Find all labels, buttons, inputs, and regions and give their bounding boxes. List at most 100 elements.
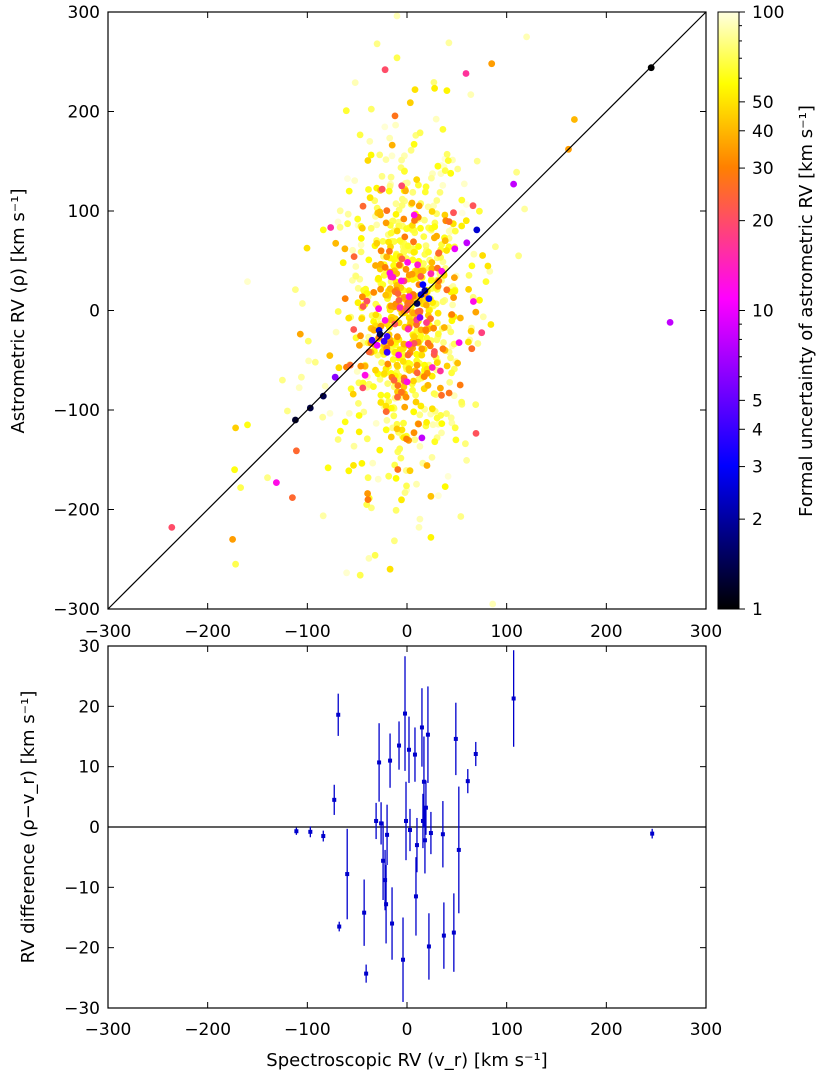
top-data-point (413, 321, 420, 329)
top-data-point (427, 270, 435, 278)
residual-point (390, 921, 395, 926)
top-data-point (458, 196, 466, 204)
top-data-point (427, 534, 435, 541)
top-data-point (415, 181, 422, 189)
top-data-point (401, 167, 408, 175)
top-data-point (407, 146, 415, 154)
bottom-points (294, 650, 655, 1002)
top-data-point (392, 506, 400, 514)
top-data-point (319, 512, 327, 520)
top-data-point (378, 359, 385, 366)
top-y-axis-label: Astrometric RV (ρ) [km s⁻¹] (8, 188, 29, 433)
top-data-point (421, 287, 429, 294)
top-data-point (381, 264, 389, 271)
top-data-point (403, 225, 410, 233)
top-y-tick-label: −300 (53, 600, 100, 620)
top-data-point (396, 445, 404, 453)
top-data-point (387, 339, 395, 347)
top-data-point (666, 319, 674, 326)
top-data-point (404, 325, 412, 333)
top-data-point (428, 372, 436, 380)
residual-point (336, 712, 341, 717)
top-data-point (423, 334, 431, 342)
top-data-point (409, 188, 417, 196)
top-data-point (439, 298, 447, 306)
top-data-point (353, 368, 361, 375)
top-data-point (417, 273, 425, 280)
top-data-point (293, 447, 300, 455)
residual-point (379, 821, 384, 826)
residual-point (428, 831, 433, 836)
top-data-point (398, 255, 406, 263)
top-data-point (368, 336, 376, 344)
top-data-point (449, 301, 456, 309)
top-data-point (232, 424, 240, 432)
top-data-point (482, 278, 490, 285)
top-data-point (370, 289, 378, 296)
top-data-point (382, 426, 390, 434)
top-data-point (403, 435, 410, 443)
top-data-point (360, 408, 368, 416)
top-data-point (378, 185, 386, 193)
top-data-point (304, 337, 312, 345)
top-data-point (394, 333, 401, 341)
bottom-x-tick-label: −200 (184, 1020, 231, 1040)
top-data-point (416, 411, 424, 419)
top-data-point (344, 175, 351, 183)
colorbar-label: Formal uncertainty of astrometric RV [km… (796, 105, 817, 517)
top-data-point (425, 295, 433, 302)
residual-point (406, 747, 411, 752)
top-data-point (367, 151, 375, 159)
top-data-point (401, 403, 409, 411)
top-data-point (435, 249, 443, 257)
top-data-point (410, 340, 418, 347)
top-data-point (472, 430, 480, 437)
top-data-point (359, 202, 367, 210)
residual-point (453, 736, 458, 741)
top-data-point (345, 314, 353, 322)
top-data-point (458, 209, 466, 217)
residual-point (384, 902, 389, 907)
top-data-point (355, 400, 362, 407)
top-data-point (370, 383, 377, 390)
top-data-point (444, 157, 452, 165)
top-data-point (410, 248, 418, 256)
top-data-point (437, 384, 444, 392)
top-data-point (457, 314, 464, 322)
top-data-point (383, 333, 391, 340)
top-data-point (571, 116, 578, 123)
top-data-point (403, 482, 410, 490)
top-data-point (371, 551, 379, 559)
top-data-point (418, 345, 426, 353)
top-scatter-panel: −300 −200 −100 0 100 200 300 −300 −200 −100 0 100 20… (8, 3, 722, 642)
top-data-point (383, 253, 391, 261)
top-data-point (456, 381, 464, 389)
top-data-point (359, 379, 367, 387)
top-data-point (168, 524, 176, 531)
residual-point (321, 834, 326, 839)
top-data-point (364, 474, 372, 482)
top-data-point (375, 305, 382, 313)
colorbar-tick-label: 4 (752, 420, 763, 440)
top-data-point (433, 414, 441, 422)
top-data-point (373, 239, 381, 247)
top-data-point (448, 419, 456, 427)
top-data-point (474, 340, 482, 347)
top-data-point (447, 328, 455, 336)
top-data-point (450, 209, 457, 217)
top-data-point (479, 313, 487, 321)
top-data-point (430, 324, 437, 332)
top-data-point (416, 515, 424, 523)
residual-point (414, 843, 419, 848)
top-data-point (387, 433, 395, 441)
top-data-point (382, 408, 390, 415)
top-data-point (386, 285, 394, 292)
top-data-point (345, 410, 353, 417)
top-data-point (435, 492, 442, 500)
top-data-point (408, 270, 416, 278)
bottom-x-tick-label: 200 (590, 1020, 622, 1040)
top-data-point (324, 464, 332, 472)
top-data-point (355, 412, 363, 419)
top-data-point (478, 329, 486, 337)
top-data-point (382, 219, 390, 227)
